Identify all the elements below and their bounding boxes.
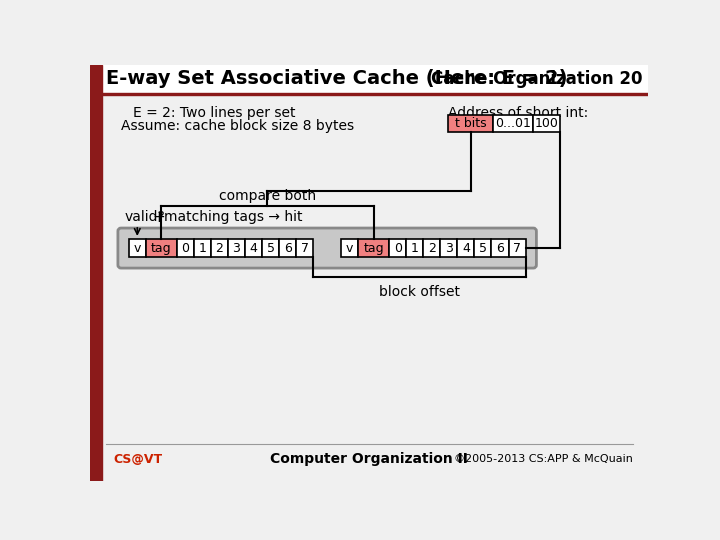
Text: E = 2: Two lines per set: E = 2: Two lines per set xyxy=(132,105,295,119)
Bar xyxy=(341,239,358,257)
Bar xyxy=(448,115,493,132)
Bar xyxy=(145,239,177,257)
Text: 6: 6 xyxy=(284,241,292,254)
Bar xyxy=(441,239,457,257)
Text: +: + xyxy=(152,210,165,225)
Text: compare both: compare both xyxy=(219,190,316,204)
Text: 2: 2 xyxy=(428,241,436,254)
Bar xyxy=(262,239,279,257)
Text: CS@VT: CS@VT xyxy=(113,453,163,465)
Text: 6: 6 xyxy=(496,241,504,254)
Text: 1: 1 xyxy=(411,241,418,254)
Text: valid?: valid? xyxy=(125,210,166,224)
Bar xyxy=(177,239,194,257)
Text: Cache Organization 20: Cache Organization 20 xyxy=(431,70,642,87)
Text: 0: 0 xyxy=(181,241,189,254)
Text: tag: tag xyxy=(364,241,384,254)
Bar xyxy=(534,115,559,132)
Bar xyxy=(457,239,474,257)
Text: 3: 3 xyxy=(445,241,453,254)
Text: ©2005-2013 CS:APP & McQuain: ©2005-2013 CS:APP & McQuain xyxy=(454,454,632,464)
Text: 0: 0 xyxy=(394,241,402,254)
Text: 1: 1 xyxy=(199,241,207,254)
Bar xyxy=(508,239,526,257)
Bar xyxy=(406,239,423,257)
Text: 4: 4 xyxy=(250,241,258,254)
Text: tag: tag xyxy=(151,241,171,254)
Bar xyxy=(194,239,211,257)
Text: Address of short int:: Address of short int: xyxy=(448,105,588,119)
Bar xyxy=(389,239,406,257)
Bar xyxy=(279,239,296,257)
Text: E-way Set Associative Cache (Here: E = 2): E-way Set Associative Cache (Here: E = 2… xyxy=(106,69,567,88)
Bar xyxy=(102,65,648,92)
Text: v: v xyxy=(346,241,354,254)
Text: 7: 7 xyxy=(301,241,309,254)
Bar xyxy=(90,65,102,92)
Bar xyxy=(423,239,441,257)
Text: t bits: t bits xyxy=(455,117,486,130)
Text: 100: 100 xyxy=(534,117,559,130)
Text: 7: 7 xyxy=(513,241,521,254)
Bar xyxy=(90,95,102,481)
Bar xyxy=(245,239,262,257)
Bar xyxy=(129,239,145,257)
Text: 2: 2 xyxy=(215,241,223,254)
Text: 5: 5 xyxy=(479,241,487,254)
Bar xyxy=(296,239,313,257)
Text: 3: 3 xyxy=(233,241,240,254)
Text: 5: 5 xyxy=(266,241,274,254)
Bar xyxy=(211,239,228,257)
Text: Assume: cache block size 8 bytes: Assume: cache block size 8 bytes xyxy=(121,119,354,133)
Text: matching tags → hit: matching tags → hit xyxy=(164,210,303,224)
Bar xyxy=(90,92,648,95)
Text: 0...01: 0...01 xyxy=(495,117,531,130)
Bar xyxy=(492,239,508,257)
Bar xyxy=(102,95,648,442)
Text: block offset: block offset xyxy=(379,285,460,299)
Bar xyxy=(228,239,245,257)
Bar xyxy=(358,239,389,257)
Text: 4: 4 xyxy=(462,241,470,254)
Bar xyxy=(474,239,492,257)
FancyBboxPatch shape xyxy=(118,228,536,268)
Bar xyxy=(493,115,534,132)
Text: Computer Organization II: Computer Organization II xyxy=(270,452,468,466)
Text: v: v xyxy=(134,241,141,254)
